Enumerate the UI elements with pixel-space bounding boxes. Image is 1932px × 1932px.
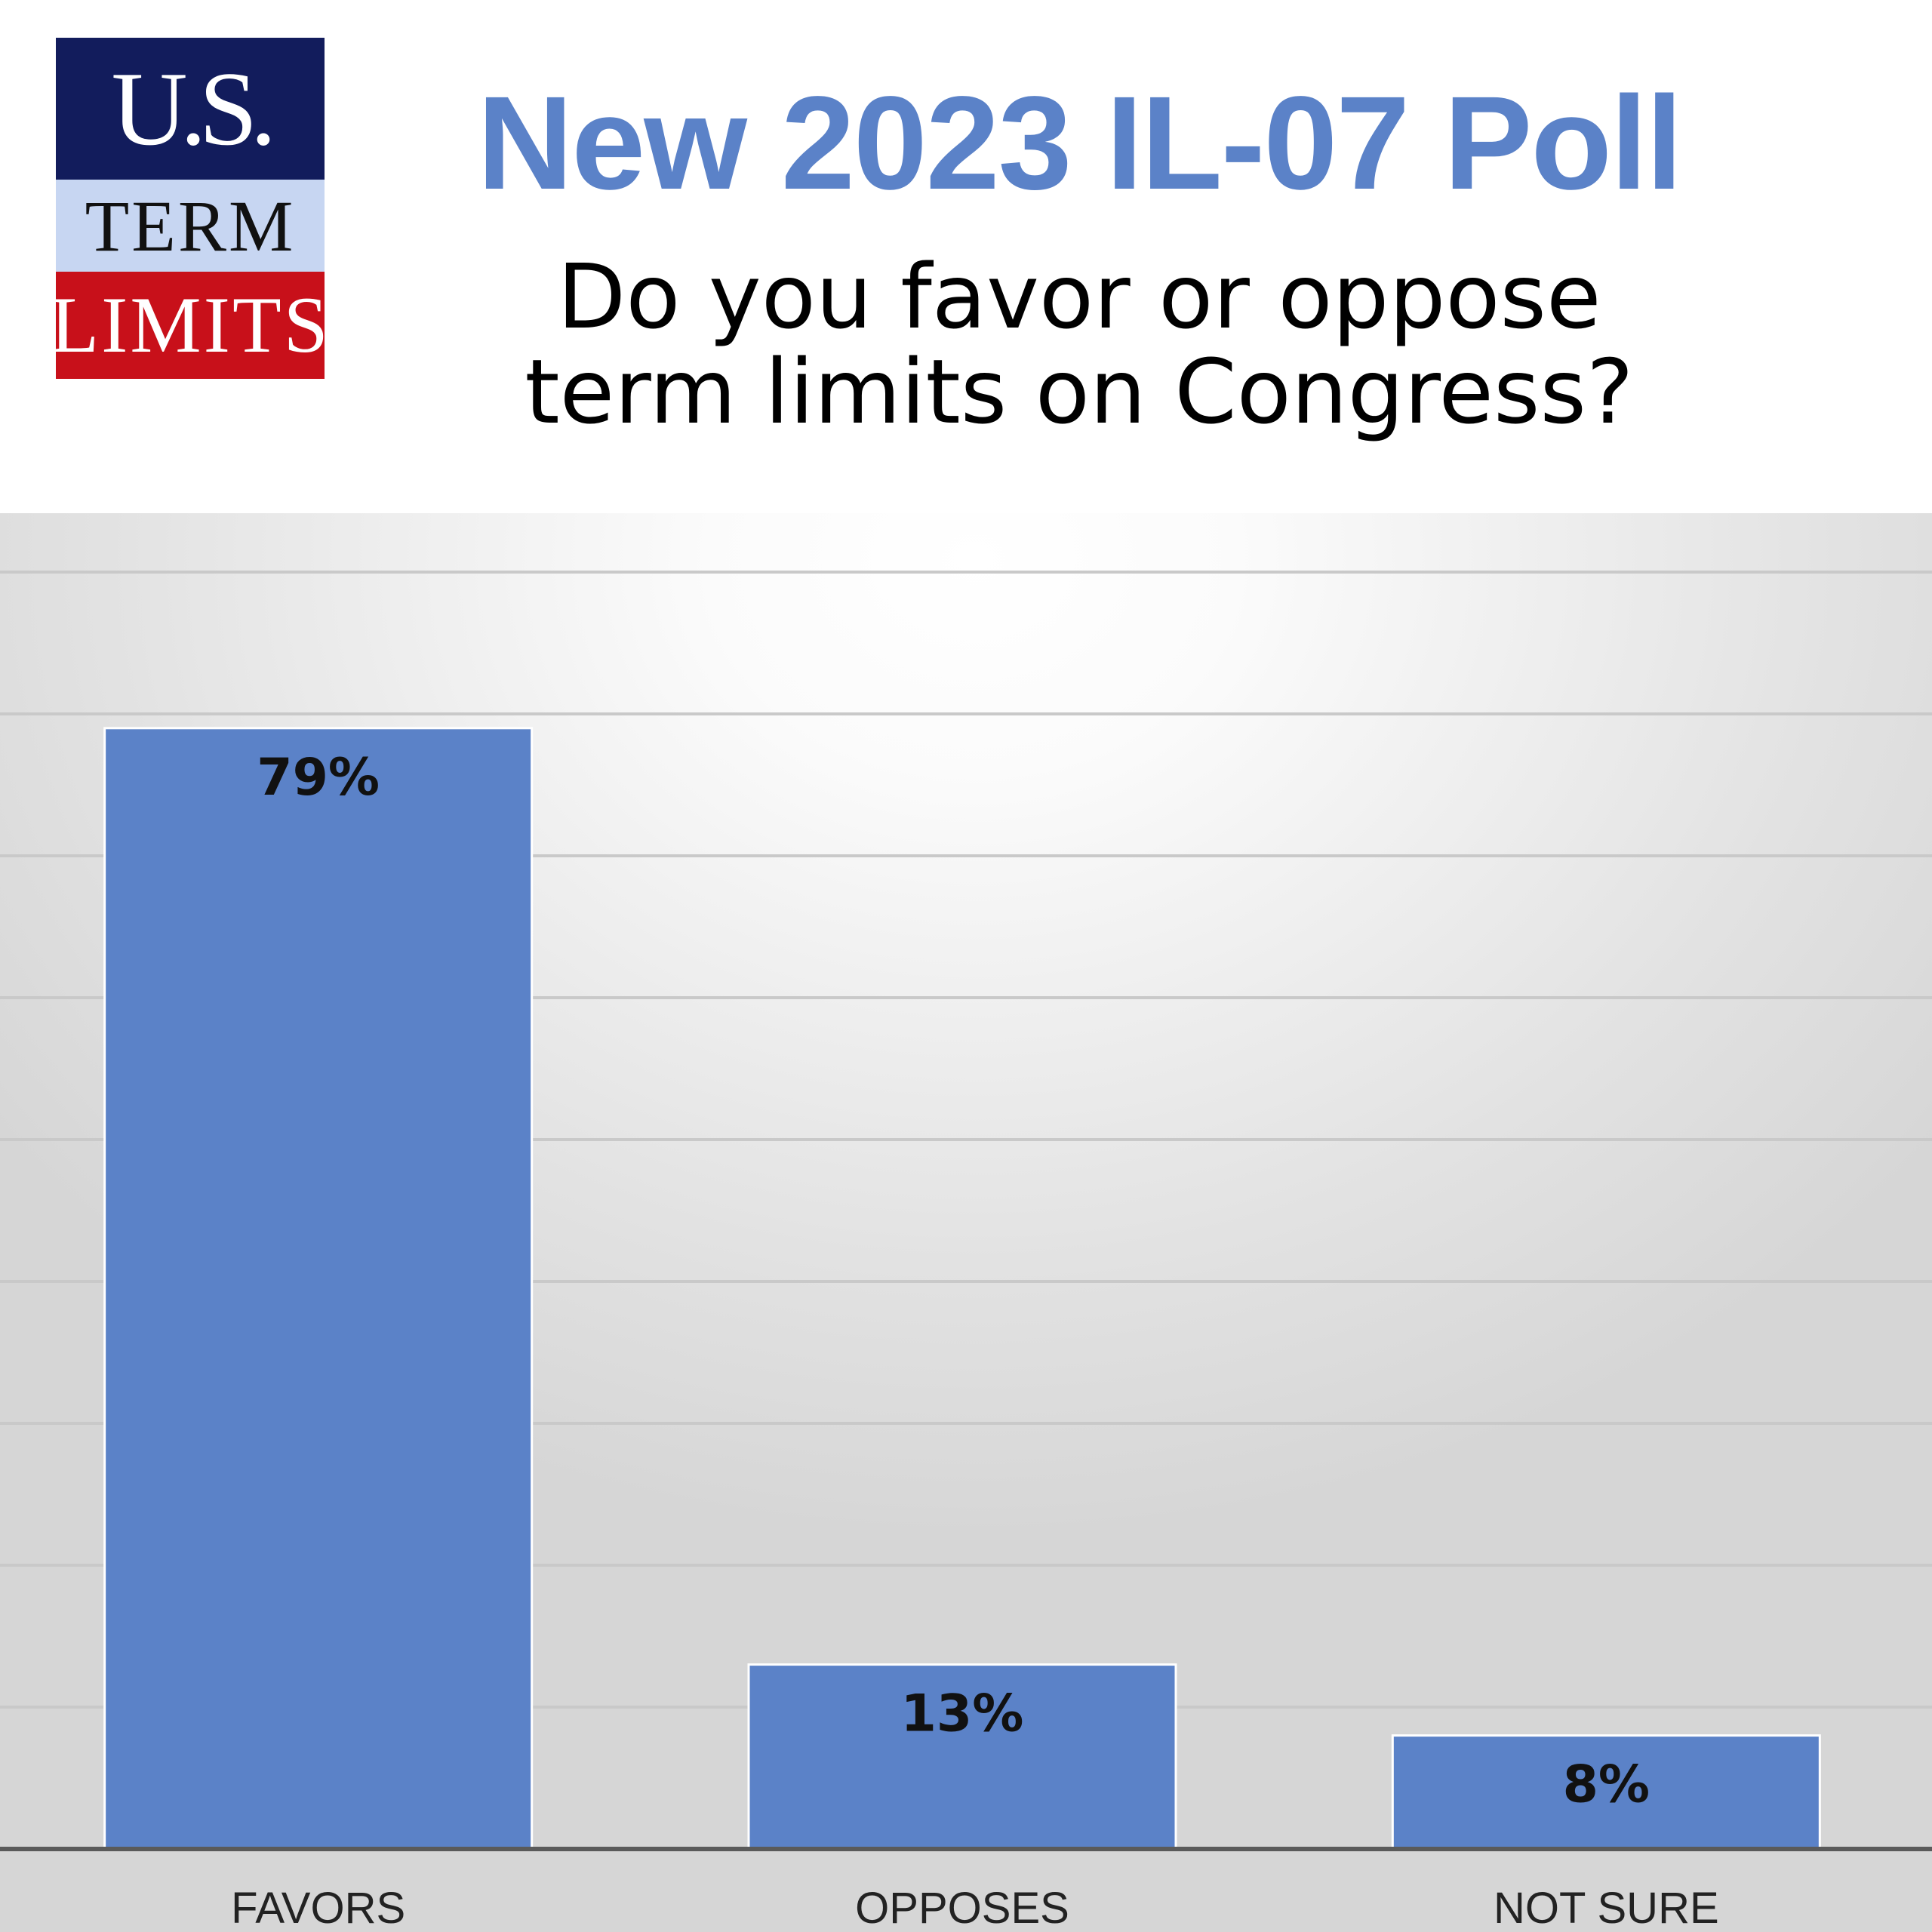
logo-limits: LIMITS (50, 272, 328, 379)
logo-term: TERM (56, 180, 325, 272)
data-label: 79% (257, 748, 380, 808)
page-title: New 2023 IL-07 Poll (477, 69, 1683, 217)
category-label: NOT SURE (1494, 1884, 1719, 1932)
chart-area: 79% FAVORS 13% OPPOSES 8% NOT SURE (0, 513, 1932, 1932)
bar-chart: 79% FAVORS 13% OPPOSES 8% NOT SURE (0, 571, 1932, 1932)
poll-question: Do you favor or oppose term limits on Co… (453, 249, 1706, 439)
data-label: 8% (1563, 1755, 1650, 1815)
category-label: OPPOSES (855, 1884, 1069, 1932)
us-term-limits-logo: U.S. TERM LIMITS (50, 38, 328, 379)
poll-question-line-2: term limits on Congress? (525, 340, 1634, 444)
bar-opposes (747, 1663, 1177, 1850)
poll-question-line-1: Do you favor or oppose (557, 245, 1601, 349)
bar-favors (103, 727, 534, 1850)
data-label: 13% (901, 1684, 1024, 1744)
logo-us: U.S. (56, 38, 325, 180)
category-label: FAVORS (231, 1884, 405, 1932)
